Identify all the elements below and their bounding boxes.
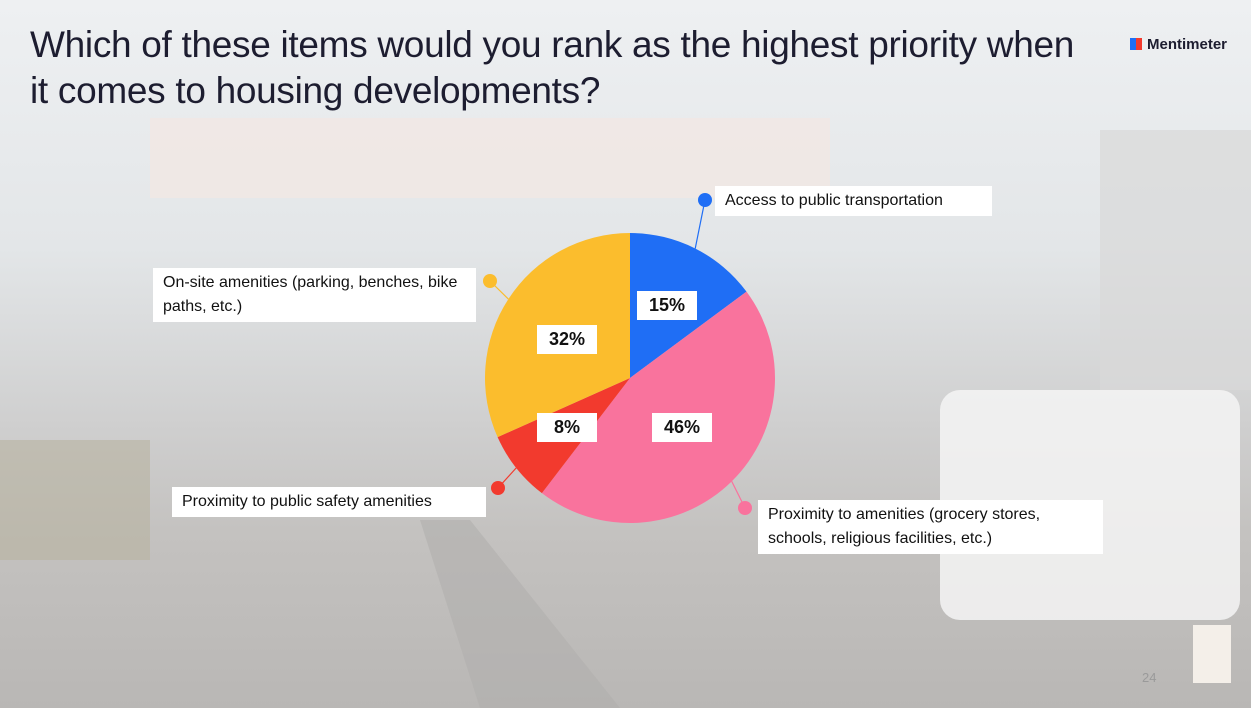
pie-slice [541,291,775,523]
page-number: 24 [1142,670,1157,685]
slice-label: On-site amenities (parking, benches, bik… [153,268,476,322]
legend-dot [698,193,712,207]
legend-dot [738,501,752,515]
brand: Mentimeter [1130,36,1227,53]
value-label: 32% [537,325,597,354]
legend-dot [491,481,505,495]
connector [694,199,706,249]
slice-label: Proximity to public safety amenities [172,487,486,517]
value-label: 15% [637,291,697,320]
value-label: 8% [537,413,597,442]
slice-label: Access to public transportation [715,186,992,216]
legend-dot [483,274,497,288]
value-label: 46% [652,413,712,442]
slice-label: Proximity to amenities (grocery stores, … [758,500,1103,554]
chart-title: Which of these items would you rank as t… [30,24,1075,111]
